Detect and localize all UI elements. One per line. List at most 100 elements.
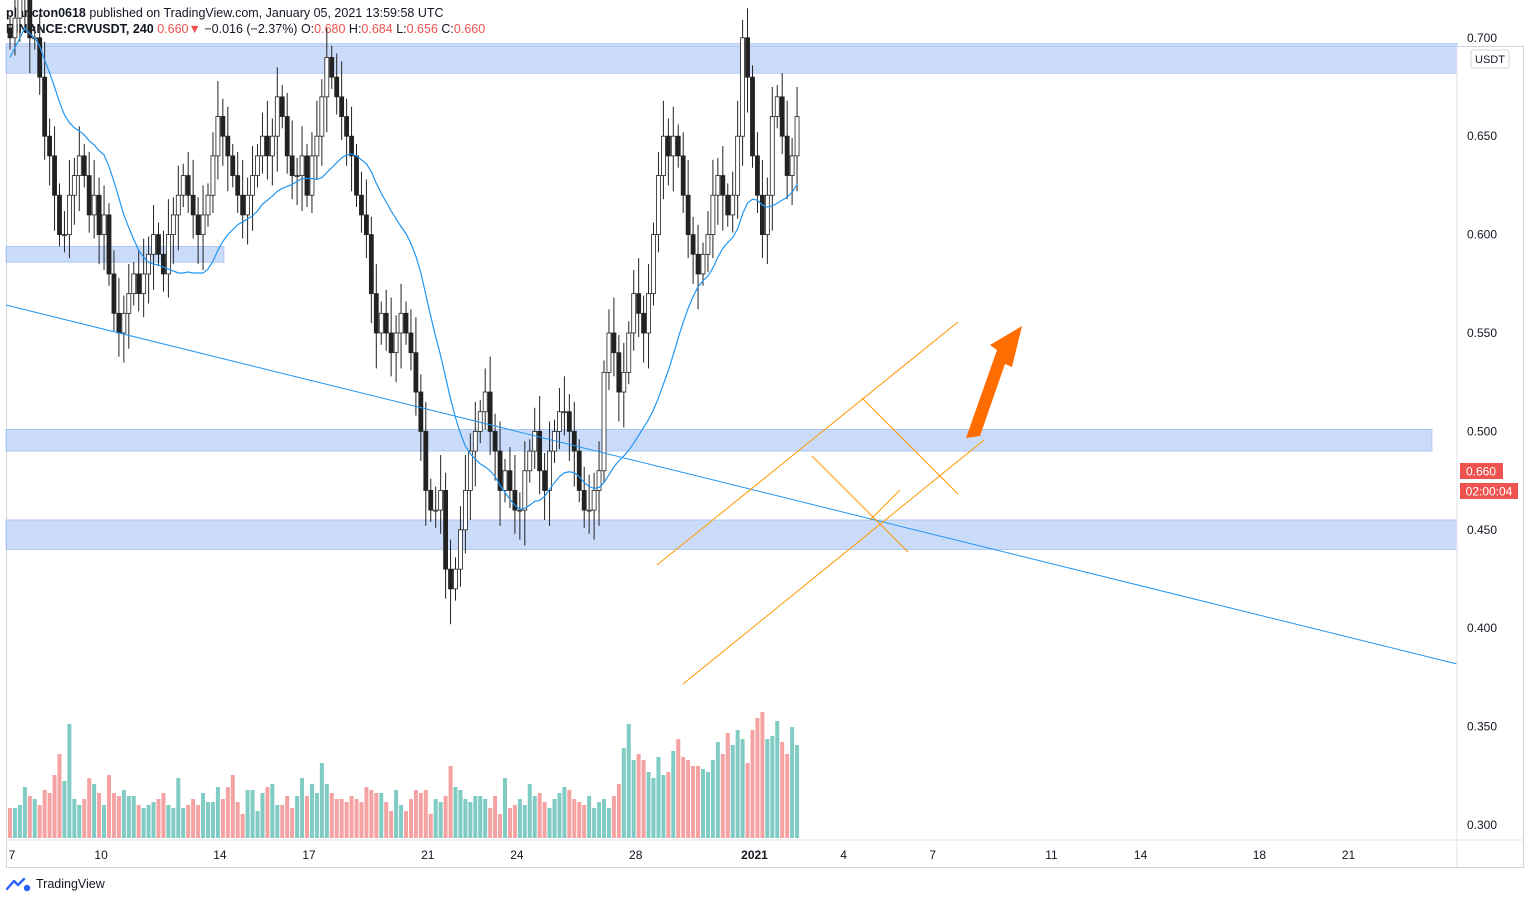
candle-20 [106,203,112,286]
price-tick-12: 0.450 [1467,523,1497,537]
candle-body [651,234,656,295]
volume-bar [121,790,126,838]
candle-body [274,96,280,137]
volume-bar [765,739,770,838]
volume-bar [671,751,676,838]
candle-149 [745,8,750,113]
candle-body [745,37,750,78]
volume-bar [512,805,517,838]
candle-body [596,470,602,491]
last-price-label: 0.660 [1466,465,1496,479]
volume-bar [527,784,532,838]
candle-158 [789,138,795,206]
ma-line [9,26,798,510]
volume-bar [755,718,760,838]
candle-141 [705,210,711,272]
candle-body [91,194,97,216]
wedge-line-a [861,397,959,495]
volume-bar [309,784,314,838]
candle-70 [354,144,359,208]
volume-bar [201,793,206,838]
countdown-label: 02:00:04 [1466,485,1513,499]
candle-body [636,293,642,314]
candle-body [37,37,43,78]
candle-147 [735,100,741,219]
volume-bar [176,778,181,838]
volume-bar [364,787,369,838]
volume-bar [57,754,62,838]
price-axis[interactable]: 1.0501.0000.9500.9000.8500.8000.7500.700… [1467,0,1497,832]
candle-body [205,194,211,216]
candle-62 [314,100,320,180]
footer-brand[interactable]: TradingView [36,877,105,891]
volume-bar [67,724,72,838]
candle-116 [581,466,587,528]
candle-body [141,273,147,295]
volume-bar [517,799,522,838]
volume-bar [92,784,97,838]
volume-bar [463,799,468,838]
candle-27 [141,238,147,318]
volume-bar [691,766,696,838]
volume-bar [750,730,755,838]
candle-body [7,27,13,39]
candle-body [230,155,236,176]
price-tick-7: 0.700 [1467,31,1497,45]
high-value: 0.684 [361,22,393,36]
publisher-name[interactable]: plancton0618 [6,6,86,20]
candle-body [606,332,612,373]
candle-body [581,490,587,511]
candle-body [304,155,310,196]
candle-body [482,391,488,413]
candle-106 [532,407,538,469]
candle-138 [690,216,696,284]
candle-body [502,470,508,491]
candle-body [547,450,552,491]
time-tick-9: 7 [929,848,936,862]
volume-bar [260,793,265,838]
volume-bar [156,799,161,838]
time-tick-2: 14 [213,848,227,862]
candle-146 [730,171,736,233]
footer: TradingView [6,876,105,892]
candle-body [750,76,755,157]
candle-103 [517,492,523,540]
candle-body [62,234,67,237]
volume-bar [651,778,656,838]
symbol-name[interactable]: BINANCE:CRVUSDT, 240 [6,22,154,36]
candle-body [656,175,661,235]
currency-badge[interactable]: USDT [1470,49,1510,69]
volume-bars [8,712,800,838]
candle-body [106,214,112,275]
candle-body [532,430,538,452]
candle-body [339,96,345,117]
candle-93 [467,433,473,520]
volume-bar [532,796,537,838]
candle-21 [111,250,117,332]
volume-bar [399,805,404,838]
volume-bar [146,805,151,838]
candle-body [631,293,637,334]
candle-29 [151,205,156,290]
candle-65 [329,45,335,89]
volume-bar [795,745,800,838]
candle-body [146,253,152,275]
candle-body [586,509,592,512]
candle-body [170,214,176,235]
candle-66 [334,53,340,115]
candle-126 [631,270,637,351]
currency-label: USDT [1475,54,1505,66]
candle-body [764,194,770,236]
candle-body [690,234,696,255]
candle-body [448,568,453,590]
volume-bar [161,793,166,838]
candle-132 [661,100,666,200]
time-axis[interactable]: 7 10 14 17 21 24 28 2021 4 7 11 14 18 21 [9,848,1356,862]
candle-4 [27,0,33,74]
candle-body [789,155,795,176]
candle-body [334,76,340,98]
volume-bar [562,787,567,838]
candle-156 [779,73,785,154]
candle-body [210,155,216,196]
